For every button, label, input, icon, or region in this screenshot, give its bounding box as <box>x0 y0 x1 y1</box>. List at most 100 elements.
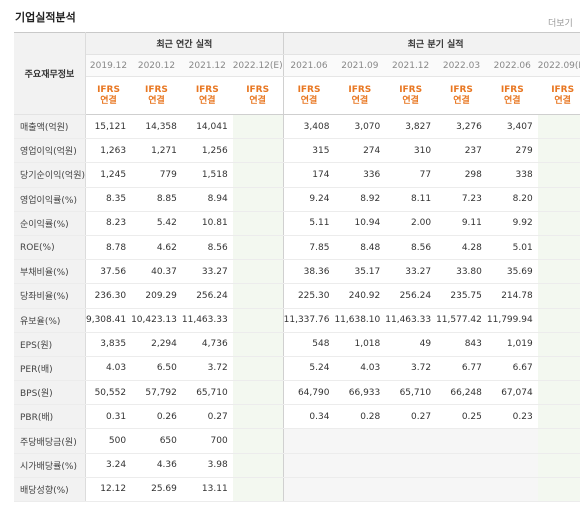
cell-value: 4.28 <box>436 235 487 261</box>
table-row: PER(배) 4.03 6.50 3.72 5.24 4.03 3.72 6.77 6.67 <box>14 356 580 382</box>
ifrs-bottom: 연결 <box>100 95 117 106</box>
cell-value: 500 <box>85 428 132 454</box>
cell-value: 66,933 <box>334 380 386 406</box>
cell-value: 310 <box>385 138 437 164</box>
cell-value <box>232 404 284 430</box>
table-row: 부채비율(%) 37.56 40.37 33.27 38.36 35.17 33.27 33.… <box>14 259 580 285</box>
table-row: EPS(원) 3,835 2,294 4,736 548 1,018 49 843 1,019 <box>14 331 580 357</box>
table-row: PBR(배) 0.31 0.26 0.27 0.34 0.28 0.27 0.25 0.23 <box>14 404 580 430</box>
cell-value: 3.72 <box>181 356 233 382</box>
cell-value <box>282 453 335 478</box>
cell-value <box>232 259 284 285</box>
ifrs-bottom: 연결 <box>554 95 571 106</box>
cell-value <box>436 428 487 454</box>
cell-value: 8.56 <box>181 235 233 261</box>
financial-table: 주요재무정보 최근 연간 실적 최근 분기 실적 2019.12 2020.12 2… <box>14 32 580 503</box>
cell-value <box>232 428 284 454</box>
period-header: 2022.06 <box>486 54 538 77</box>
cell-value: 8.78 <box>85 235 132 261</box>
cell-value: 33.27 <box>181 259 233 285</box>
cell-value: 65,710 <box>181 380 233 406</box>
cell-value: 14,358 <box>131 114 182 140</box>
table-row: 당좌비율(%) 236.30 209.29 256.24 225.30 240.92 256… <box>14 283 580 309</box>
cell-value: 1,271 <box>131 138 182 164</box>
cell-value <box>537 404 580 430</box>
cell-value: 8.92 <box>334 186 386 212</box>
cell-value <box>537 331 580 357</box>
ifrs-label: IFRS 연결 <box>537 76 580 115</box>
cell-value: 2,294 <box>131 331 182 357</box>
cell-value: 209.29 <box>131 283 182 309</box>
cell-value: 37.56 <box>85 259 132 285</box>
row-label: PBR(배) <box>14 404 86 430</box>
cell-value <box>486 428 538 454</box>
cell-value: 3,827 <box>385 114 437 140</box>
cell-value: 3,408 <box>282 114 335 140</box>
ifrs-label: IFRS 연결 <box>282 76 335 115</box>
cell-value: 1,256 <box>181 138 233 164</box>
ifrs-label: IFRS 연결 <box>486 76 538 115</box>
quarter-header: 최근 분기 실적 <box>282 32 580 55</box>
cell-value: 3.98 <box>181 453 233 478</box>
cell-value: 0.27 <box>181 404 233 430</box>
cell-value: 8.20 <box>486 186 538 212</box>
cell-value: 7.85 <box>282 235 335 261</box>
section-title: 기업실적분석 <box>15 11 76 24</box>
table-row: 영업이익률(%) 8.35 8.85 8.94 9.24 8.92 8.11 7.23 8.20 <box>14 186 580 212</box>
ifrs-top: IFRS <box>551 84 575 95</box>
row-label: 유보율(%) <box>14 308 86 333</box>
cell-value: 66,248 <box>436 380 487 406</box>
cell-value: 3.72 <box>385 356 437 382</box>
cell-value: 57,792 <box>131 380 182 406</box>
cell-value: 3,070 <box>334 114 386 140</box>
cell-value: 49 <box>385 331 437 357</box>
cell-value: 4.36 <box>131 453 182 478</box>
ifrs-top: IFRS <box>97 84 120 95</box>
cell-value: 10.94 <box>334 211 386 236</box>
cell-value <box>436 453 487 478</box>
cell-value <box>537 356 580 382</box>
cell-value: 3,276 <box>436 114 487 140</box>
cell-value <box>232 453 284 478</box>
cell-value: 214.78 <box>486 283 538 309</box>
row-label: 주당배당금(원) <box>14 428 86 454</box>
cell-value: 0.28 <box>334 404 386 430</box>
ifrs-bottom: 연결 <box>351 95 369 106</box>
table-row: 주당배당금(원) 500 650 700 <box>14 428 580 454</box>
ifrs-label: IFRS 연결 <box>436 76 487 115</box>
cell-value <box>537 162 580 188</box>
ifrs-top: IFRS <box>145 84 168 95</box>
cell-value: 35.17 <box>334 259 386 285</box>
cell-value <box>232 283 284 309</box>
period-header: 2019.12 <box>85 54 132 77</box>
cell-value: 1,263 <box>85 138 132 164</box>
more-link[interactable]: 더보기 <box>548 19 573 29</box>
row-label: BPS(원) <box>14 380 86 406</box>
cell-value: 9.92 <box>486 211 538 236</box>
cell-value: 50,552 <box>85 380 132 406</box>
ifrs-bottom: 연결 <box>453 95 470 106</box>
cell-value <box>232 211 284 236</box>
cell-value: 174 <box>282 162 335 188</box>
ifrs-label: IFRS 연결 <box>232 76 284 115</box>
cell-value: 35.69 <box>486 259 538 285</box>
cell-value: 67,074 <box>486 380 538 406</box>
period-header: 2021.06 <box>282 54 335 77</box>
cell-value: 4.03 <box>334 356 386 382</box>
cell-value: 338 <box>486 162 538 188</box>
cell-value: 11,638.10 <box>334 308 386 333</box>
cell-value: 11,337.76 <box>282 308 335 333</box>
cell-value <box>537 428 580 454</box>
ifrs-label: IFRS 연결 <box>131 76 182 115</box>
cell-value: 336 <box>334 162 386 188</box>
cell-value <box>486 453 538 478</box>
cell-value: 700 <box>181 428 233 454</box>
cell-value: 9.24 <box>282 186 335 212</box>
cell-value: 240.92 <box>334 283 386 309</box>
cell-value: 1,019 <box>486 331 538 357</box>
cell-value <box>537 308 580 333</box>
ifrs-top: IFRS <box>399 84 423 95</box>
cell-value: 12.12 <box>85 477 132 503</box>
ifrs-bottom: 연결 <box>300 95 318 106</box>
table-row: ROE(%) 8.78 4.62 8.56 7.85 8.48 8.56 4.28 5.01 <box>14 235 580 261</box>
